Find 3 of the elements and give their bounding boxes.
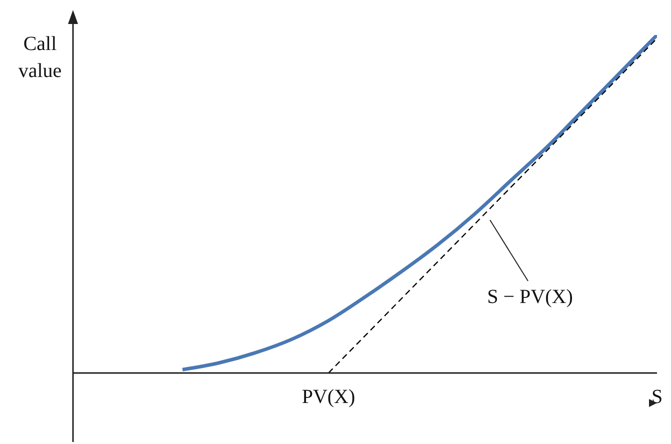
y-axis-title: Call value xyxy=(18,33,62,82)
x-tick-label: PV(X) xyxy=(302,386,356,408)
annotation: S − PV(X) xyxy=(487,286,573,308)
